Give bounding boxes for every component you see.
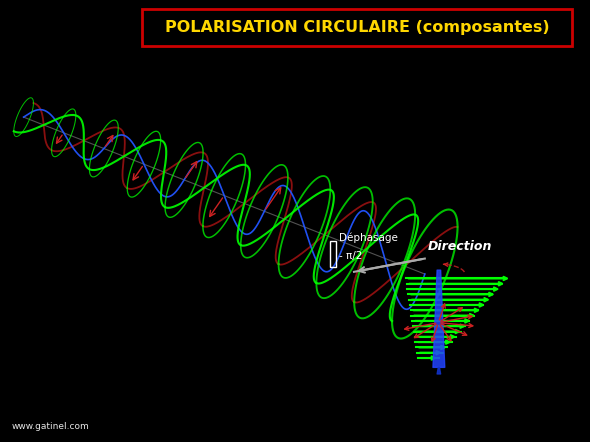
- Bar: [142, 9, 572, 46]
- Text: Direction: Direction: [428, 240, 492, 253]
- Text: www.gatinel.com: www.gatinel.com: [12, 422, 90, 431]
- Text: POLARISATION CIRCULAIRE (composantes): POLARISATION CIRCULAIRE (composantes): [165, 20, 549, 35]
- Text: - π/2: - π/2: [339, 251, 363, 261]
- Bar: [330, 241, 336, 267]
- Text: Déphasage: Déphasage: [339, 232, 398, 243]
